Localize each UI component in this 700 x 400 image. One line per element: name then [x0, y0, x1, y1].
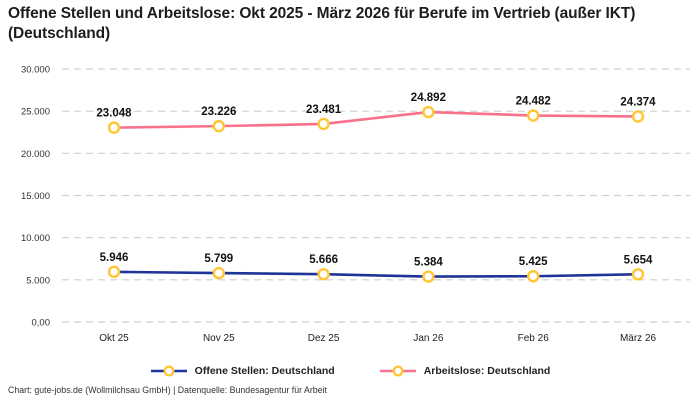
- y-axis-tick-label: 0,00: [32, 318, 51, 329]
- series-line: [112, 270, 640, 278]
- y-axis-tick-label: 30.000: [21, 65, 50, 76]
- line-chart: 0,00 5.000 10.000 15.000 20.000 25.000 30.000 O…: [21, 65, 690, 344]
- legend-label: Offene Stellen: Deutschland: [194, 365, 335, 377]
- x-axis-tick-label: Feb 26: [518, 333, 550, 344]
- chart-legend: Offene Stellen: Deutschland Arbeitslose:…: [0, 362, 700, 380]
- data-point-label: 24.482: [516, 96, 551, 108]
- legend-line-marker-icon: [379, 365, 416, 377]
- legend-item-offene-stellen[interactable]: Offene Stellen: Deutschland: [150, 365, 335, 377]
- data-point-label: 5.946: [100, 252, 129, 264]
- y-axis-tick-label: 10.000: [21, 233, 50, 244]
- legend-item-arbeitslose[interactable]: Arbeitslose: Deutschland: [379, 365, 551, 377]
- y-axis-tick-label: 5.000: [26, 275, 50, 286]
- data-point-label: 23.226: [201, 106, 236, 118]
- y-axis-tick-label: 15.000: [21, 191, 50, 202]
- x-axis-tick-label: Okt 25: [99, 333, 129, 344]
- data-point-label: 5.799: [204, 253, 233, 265]
- x-axis-tick-label: März 26: [620, 333, 657, 344]
- attribution-text: Chart: gute-jobs.de (Wollmilchsau GmbH) …: [8, 385, 327, 395]
- data-point-label: 24.374: [620, 96, 656, 108]
- data-point-marker[interactable]: [317, 117, 330, 131]
- x-axis-tick-label: Jan 26: [413, 333, 443, 344]
- data-point-marker[interactable]: [107, 121, 121, 134]
- data-point-label: 5.654: [624, 254, 653, 266]
- data-point-label: 5.425: [519, 256, 548, 268]
- chart-title: Offene Stellen und Arbeitslose: Okt 2025…: [8, 5, 636, 43]
- x-axis-tick-label: Dez 25: [308, 333, 340, 344]
- data-point-label: 23.048: [96, 108, 132, 120]
- legend-label: Arbeitslose: Deutschland: [423, 365, 551, 377]
- data-point-label: 24.892: [411, 92, 446, 104]
- data-point-marker[interactable]: [527, 109, 540, 122]
- data-point-marker[interactable]: [631, 268, 645, 281]
- data-point-label: 23.481: [306, 104, 342, 116]
- data-point-marker[interactable]: [107, 265, 121, 279]
- series-line: [112, 110, 640, 129]
- data-point-label: 5.384: [414, 257, 443, 269]
- data-point-marker[interactable]: [527, 270, 540, 283]
- x-axis-tick-label: Nov 25: [203, 333, 235, 344]
- data-point-label: 5.666: [309, 254, 338, 266]
- data-point-marker[interactable]: [422, 270, 435, 283]
- y-axis-tick-label: 20.000: [21, 149, 50, 160]
- data-point-marker[interactable]: [212, 119, 226, 133]
- y-axis-tick-label: 25.000: [21, 107, 50, 118]
- data-point-marker[interactable]: [317, 268, 330, 281]
- legend-line-marker-icon: [150, 365, 187, 377]
- data-point-marker[interactable]: [212, 266, 226, 280]
- data-point-marker[interactable]: [422, 105, 435, 119]
- data-point-marker[interactable]: [631, 110, 645, 123]
